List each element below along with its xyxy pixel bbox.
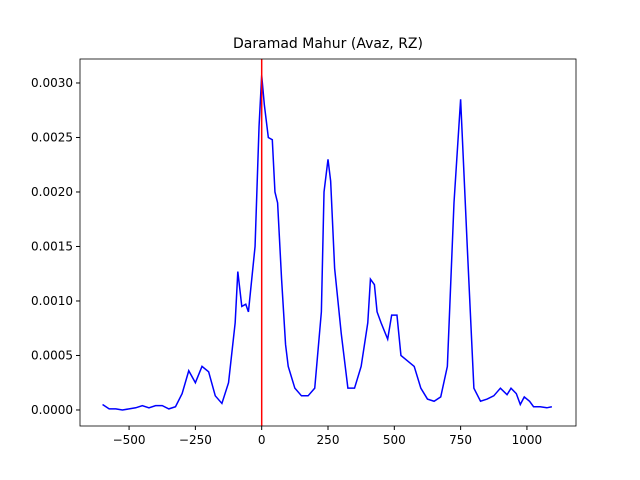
y-tick-label: 0.0005 (31, 348, 73, 362)
y-tick-label: 0.0010 (31, 294, 73, 308)
axes-frame (79, 58, 577, 427)
x-tick-label: 250 (317, 433, 340, 447)
x-tick-label: −500 (113, 433, 146, 447)
x-tick-label: 0 (258, 433, 266, 447)
x-tick-label: 500 (383, 433, 406, 447)
line-series (102, 75, 553, 411)
x-tick-label: 750 (449, 433, 472, 447)
x-tick-label: −250 (179, 433, 212, 447)
x-tick-label: 1000 (512, 433, 543, 447)
y-tick-label: 0.0015 (31, 239, 73, 253)
chart-title: Daramad Mahur (Avaz, RZ) (233, 36, 423, 52)
y-tick-label: 0.0030 (31, 76, 73, 90)
y-tick-label: 0.0020 (31, 185, 73, 199)
y-tick-label: 0.0025 (31, 130, 73, 144)
y-tick-label: 0.0000 (31, 403, 73, 417)
